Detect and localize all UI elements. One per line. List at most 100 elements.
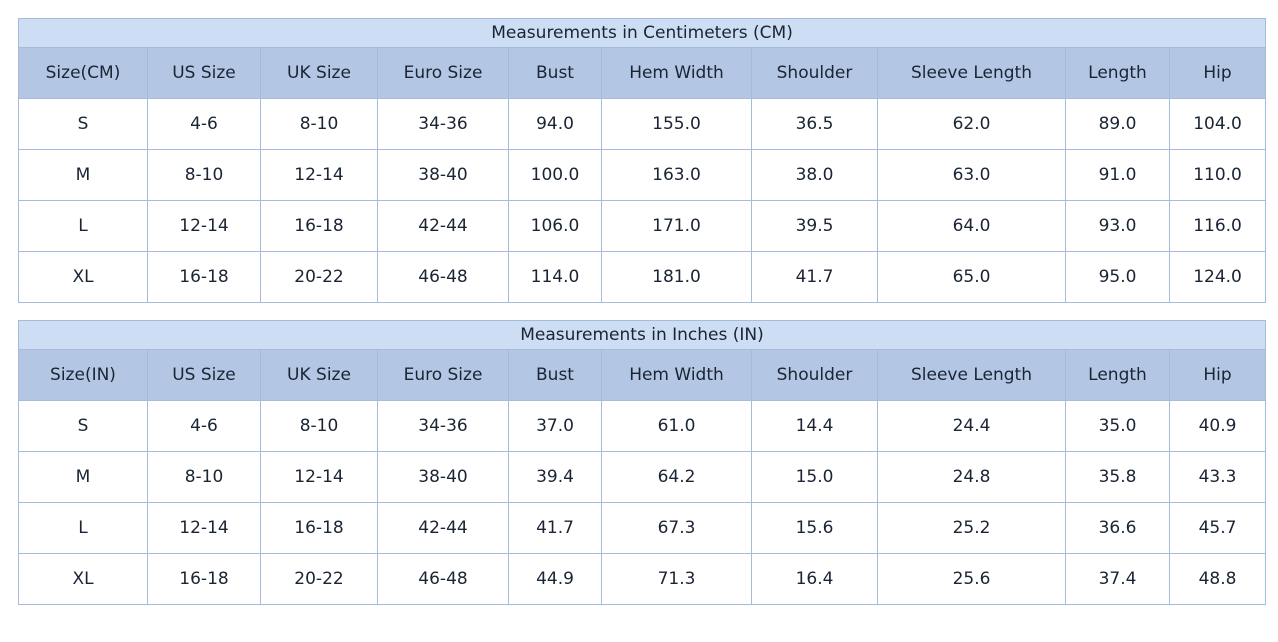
measurement-cell: 41.7: [508, 502, 602, 554]
measurement-cell: 42-44: [377, 200, 509, 252]
measurement-cell: 38-40: [377, 451, 509, 503]
measurement-cell: 12-14: [260, 149, 378, 201]
measurement-cell: 181.0: [601, 251, 752, 303]
measurement-cell: 4-6: [147, 98, 261, 150]
measurement-cell: 36.6: [1065, 502, 1170, 554]
table-title: Measurements in Inches (IN): [18, 320, 1266, 350]
measurement-cell: 42-44: [377, 502, 509, 554]
column-header: Size(CM): [18, 47, 148, 99]
measurement-cell: 39.5: [751, 200, 878, 252]
measurement-cell: 89.0: [1065, 98, 1170, 150]
measurement-cell: 110.0: [1168, 149, 1267, 201]
table-row: L 12-14 16-18 42-44 41.7 67.3 15.6 25.2 36.6 45.7: [18, 502, 1266, 554]
measurement-cell: 15.6: [751, 502, 878, 554]
measurement-cell: 25.2: [877, 502, 1066, 554]
table-title-row: Measurements in Centimeters (CM): [17, 18, 1267, 48]
column-header: Hip: [1168, 47, 1267, 99]
measurement-cell: 16-18: [260, 200, 378, 252]
size-label-cell: M: [18, 451, 148, 503]
size-label-cell: S: [18, 400, 148, 452]
measurement-cell: 14.4: [751, 400, 878, 452]
measurement-cell: 155.0: [601, 98, 752, 150]
measurement-cell: 8-10: [260, 98, 378, 150]
measurement-cell: 12-14: [147, 502, 261, 554]
measurement-cell: 114.0: [508, 251, 602, 303]
measurement-cell: 48.8: [1169, 553, 1266, 605]
measurement-cell: 64.2: [601, 451, 752, 503]
table-row: L 12-14 16-18 42-44 106.0 171.0 39.5 64.0 93.0 11…: [18, 200, 1267, 252]
table-row: S 4-6 8-10 34-36 94.0 155.0 36.5 62.0 89.0 104.0: [18, 98, 1267, 150]
column-header: US Size: [147, 349, 261, 401]
table-title-row: Measurements in Inches (IN): [18, 320, 1266, 350]
column-header: Hem Width: [601, 47, 752, 99]
measurement-cell: 35.0: [1065, 400, 1170, 452]
size-tables-container: Measurements in Centimeters (CM) Size(CM)…: [17, 18, 1278, 605]
measurement-cell: 64.0: [877, 200, 1066, 252]
measurement-cell: 63.0: [877, 149, 1066, 201]
column-header-row: Size(CM) US Size UK Size Euro Size Bust Hem W…: [18, 47, 1267, 99]
measurement-cell: 37.4: [1065, 553, 1170, 605]
column-header: UK Size: [260, 47, 378, 99]
measurement-cell: 43.3: [1169, 451, 1266, 503]
measurement-cell: 65.0: [877, 251, 1066, 303]
column-header: Length: [1065, 47, 1170, 99]
measurement-cell: 104.0: [1168, 98, 1267, 150]
measurement-cell: 124.0: [1168, 251, 1267, 303]
size-chart-page: Measurements in Centimeters (CM) Size(CM)…: [17, 18, 1278, 605]
column-header-row: Size(IN) US Size UK Size Euro Size Bust Hem W…: [18, 349, 1266, 401]
measurement-cell: 8-10: [260, 400, 378, 452]
measurement-cell: 16-18: [147, 251, 261, 303]
measurement-cell: 91.0: [1065, 149, 1170, 201]
measurement-cell: 93.0: [1065, 200, 1170, 252]
measurement-cell: 171.0: [601, 200, 752, 252]
measurement-cell: 12-14: [260, 451, 378, 503]
size-label-cell: XL: [18, 553, 148, 605]
measurement-cell: 4-6: [147, 400, 261, 452]
column-header: Size(IN): [18, 349, 148, 401]
measurement-cell: 39.4: [508, 451, 602, 503]
measurement-cell: 46-48: [377, 251, 509, 303]
measurement-cell: 25.6: [877, 553, 1066, 605]
measurement-cell: 106.0: [508, 200, 602, 252]
column-header: US Size: [147, 47, 261, 99]
column-header: Bust: [508, 349, 602, 401]
table-row: M 8-10 12-14 38-40 100.0 163.0 38.0 63.0 91.0 110…: [18, 149, 1267, 201]
measurement-cell: 15.0: [751, 451, 878, 503]
column-header: Sleeve Length: [877, 47, 1066, 99]
measurement-cell: 24.8: [877, 451, 1066, 503]
measurement-cell: 16-18: [147, 553, 261, 605]
column-header: Length: [1065, 349, 1170, 401]
column-header: Shoulder: [751, 349, 878, 401]
measurement-cell: 35.8: [1065, 451, 1170, 503]
measurement-cell: 38-40: [377, 149, 509, 201]
column-header: Shoulder: [751, 47, 878, 99]
measurement-cell: 62.0: [877, 98, 1066, 150]
measurement-cell: 36.5: [751, 98, 878, 150]
measurement-cell: 40.9: [1169, 400, 1266, 452]
measurement-cell: 67.3: [601, 502, 752, 554]
measurement-cell: 116.0: [1168, 200, 1267, 252]
measurement-cell: 71.3: [601, 553, 752, 605]
measurement-cell: 8-10: [147, 451, 261, 503]
measurement-cell: 12-14: [147, 200, 261, 252]
column-header: Hem Width: [601, 349, 752, 401]
measurement-cell: 163.0: [601, 149, 752, 201]
measurement-cell: 16.4: [751, 553, 878, 605]
measurement-cell: 34-36: [377, 400, 509, 452]
measurement-cell: 41.7: [751, 251, 878, 303]
column-header: Euro Size: [377, 349, 509, 401]
column-header: UK Size: [260, 349, 378, 401]
size-label-cell: L: [18, 200, 148, 252]
measurement-cell: 44.9: [508, 553, 602, 605]
measurement-cell: 34-36: [377, 98, 509, 150]
measurement-cell: 61.0: [601, 400, 752, 452]
table-row: XL 16-18 20-22 46-48 44.9 71.3 16.4 25.6 37.4 48.…: [18, 553, 1266, 605]
table-row: M 8-10 12-14 38-40 39.4 64.2 15.0 24.8 35.8 43.3: [18, 451, 1266, 503]
measurement-cell: 37.0: [508, 400, 602, 452]
table-row: S 4-6 8-10 34-36 37.0 61.0 14.4 24.4 35.0 40.9: [18, 400, 1266, 452]
size-table-in: Measurements in Inches (IN) Size(IN) US Si…: [18, 320, 1266, 605]
measurement-cell: 8-10: [147, 149, 261, 201]
size-label-cell: XL: [18, 251, 148, 303]
table-title: Measurements in Centimeters (CM): [17, 18, 1267, 48]
measurement-cell: 100.0: [508, 149, 602, 201]
